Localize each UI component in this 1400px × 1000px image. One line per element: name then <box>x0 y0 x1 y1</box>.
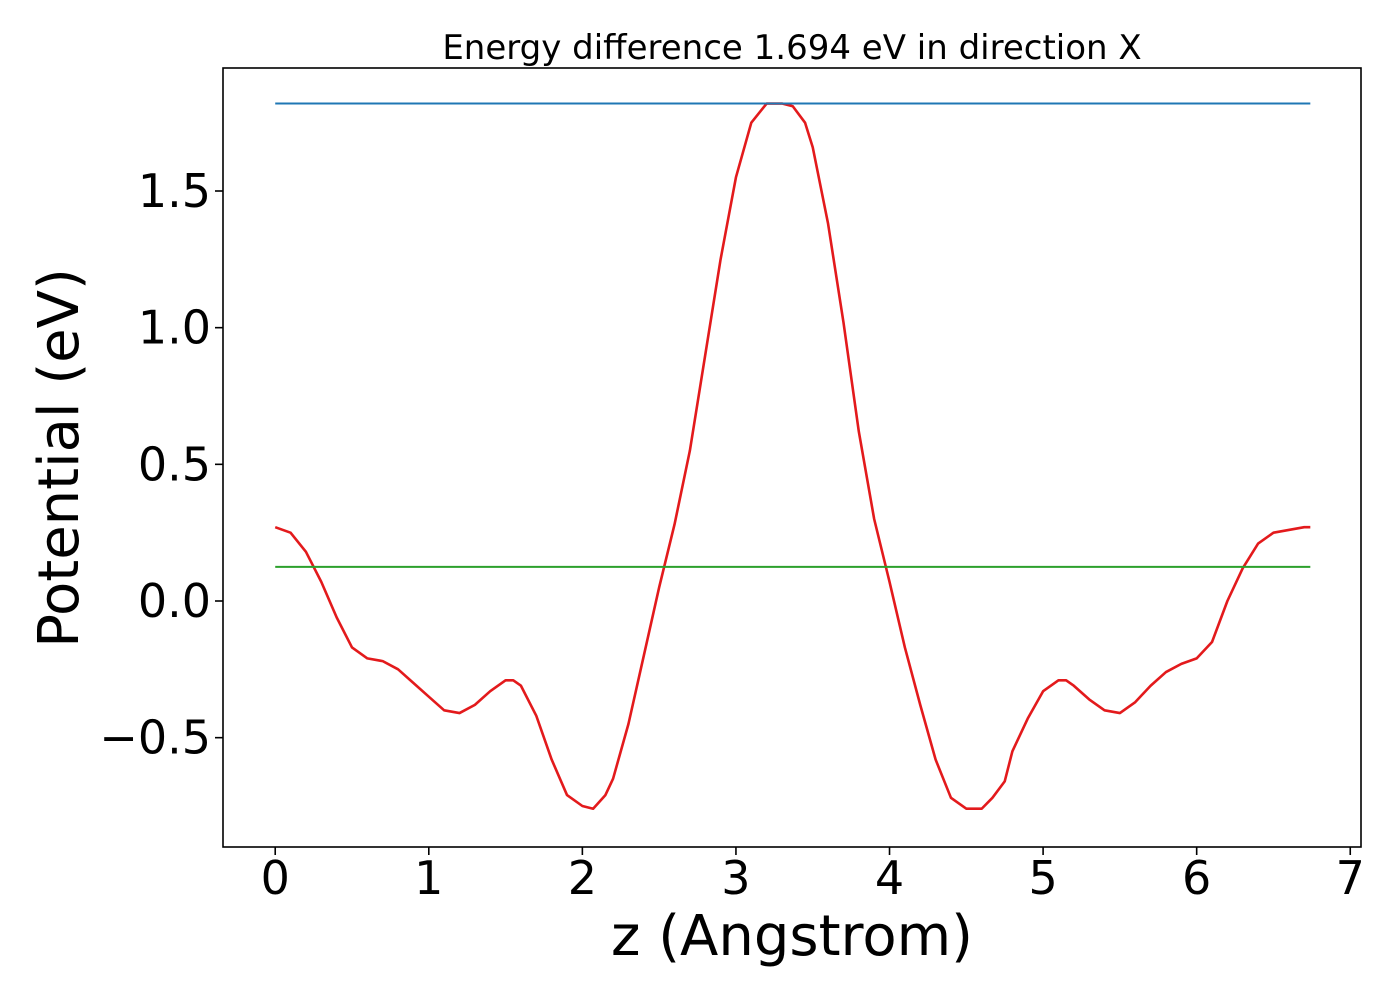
y-axis-label: Potential (eV) <box>27 268 92 648</box>
plot-frame <box>222 67 1362 848</box>
x-tick-label: 2 <box>568 851 597 905</box>
y-tick-label: 0.5 <box>138 437 211 491</box>
y-tick-label: −0.5 <box>99 711 211 765</box>
x-axis-label: z (Angstrom) <box>611 904 973 969</box>
x-tick-label: 3 <box>721 851 750 905</box>
x-tick-label: 0 <box>261 851 290 905</box>
x-axis-ticks: 0 1 2 3 4 5 6 7 <box>261 847 1365 905</box>
y-tick-label: 1.5 <box>138 164 211 218</box>
x-tick-label: 1 <box>414 851 443 905</box>
chart-title: Energy difference 1.694 eV in direction … <box>442 28 1141 68</box>
x-tick-label: 6 <box>1182 851 1211 905</box>
y-tick-label: 0.0 <box>138 574 211 628</box>
y-axis-ticks: −0.5 0.0 0.5 1.0 1.5 <box>99 164 223 765</box>
y-tick-label: 1.0 <box>138 301 211 355</box>
x-tick-label: 7 <box>1336 851 1365 905</box>
potential-line <box>274 102 1311 811</box>
series-group <box>274 102 1311 811</box>
x-tick-label: 5 <box>1028 851 1057 905</box>
x-tick-label: 4 <box>875 851 904 905</box>
plot-area <box>222 67 1362 848</box>
